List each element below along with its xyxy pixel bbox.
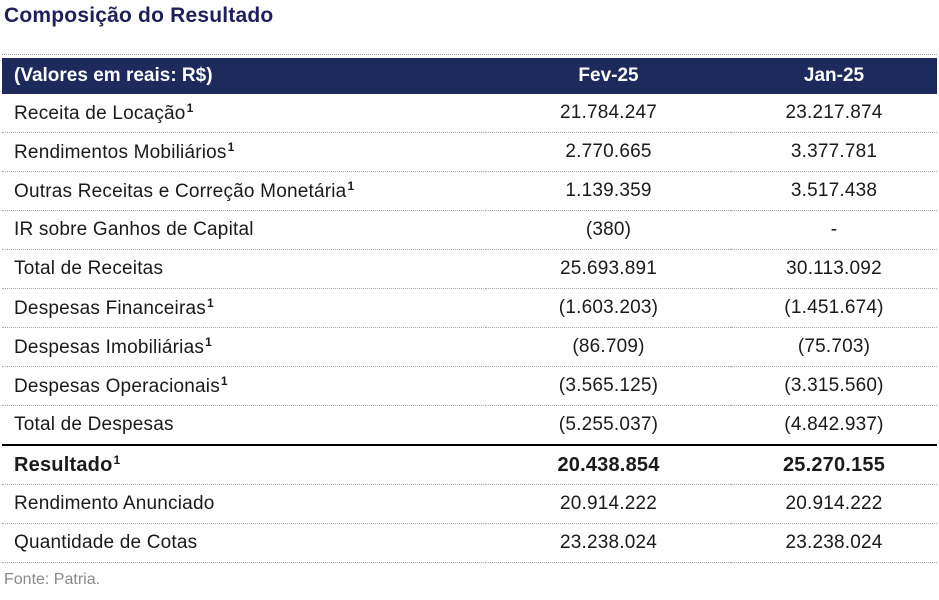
row-despesas-imobiliarias: Despesas Imobiliárias1 (86.709) (75.703) [2,327,937,367]
row-label-text: Rendimento Anunciado [14,493,215,514]
row-label: Rendimento Anunciado [2,484,486,524]
row-label: Total de Despesas [2,405,486,446]
value-fev: (86.709) [486,327,731,367]
footnote-marker: 1 [220,374,228,388]
value-jan: 30.113.092 [731,249,937,289]
title-divider [2,54,937,55]
row-label-text: Total de Receitas [14,258,164,279]
footnote-marker: 1 [113,453,121,467]
row-label-text: Despesas Operacionais [14,376,220,397]
value-jan: (1.451.674) [731,288,937,328]
row-label: Rendimentos Mobiliários1 [2,132,486,172]
value-fev: (380) [486,210,731,250]
row-receita-de-locacao: Receita de Locação1 21.784.247 23.217.87… [2,94,937,133]
row-despesas-financeiras: Despesas Financeiras1 (1.603.203) (1.451… [2,288,937,328]
footnote-marker: 1 [347,179,355,193]
footnote-marker: 1 [186,101,194,115]
value-fev: (3.565.125) [486,366,731,406]
value-jan: 3.377.781 [731,132,937,172]
row-total-de-despesas: Total de Despesas (5.255.037) (4.842.937… [2,405,937,446]
row-label-text: IR sobre Ganhos de Capital [14,219,254,240]
row-rendimento-anunciado: Rendimento Anunciado 20.914.222 20.914.2… [2,484,937,524]
value-jan: (4.842.937) [731,405,937,446]
footnote-marker: 1 [227,140,235,154]
value-fev: 23.238.024 [486,523,731,563]
results-table: (Valores em reais: R$) Fev-25 Jan-25 Rec… [2,58,937,563]
row-label-text: Outras Receitas e Correção Monetária [14,181,347,202]
row-label: Outras Receitas e Correção Monetária1 [2,171,486,211]
value-jan: 23.217.874 [731,94,937,133]
footnote-marker: 1 [206,296,214,310]
table-header-row: (Valores em reais: R$) Fev-25 Jan-25 [2,58,937,94]
row-label-text: Resultado [14,454,113,476]
value-fev: 1.139.359 [486,171,731,211]
value-jan: (3.315.560) [731,366,937,406]
value-jan: (75.703) [731,327,937,367]
value-jan: 23.238.024 [731,523,937,563]
value-fev: 2.770.665 [486,132,731,172]
value-fev: (5.255.037) [486,405,731,446]
row-outras-receitas: Outras Receitas e Correção Monetária1 1.… [2,171,937,211]
value-jan: - [731,210,937,250]
row-label: IR sobre Ganhos de Capital [2,210,486,250]
row-resultado: Resultado1 20.438.854 25.270.155 [2,444,937,485]
value-fev: 20.914.222 [486,484,731,524]
row-rendimentos-mobiliarios: Rendimentos Mobiliários1 2.770.665 3.377… [2,132,937,172]
value-jan: 20.914.222 [731,484,937,524]
row-despesas-operacionais: Despesas Operacionais1 (3.565.125) (3.31… [2,366,937,406]
header-fev-25: Fev-25 [578,65,639,86]
row-ir-ganhos-capital: IR sobre Ganhos de Capital (380) - [2,210,937,250]
value-jan: 25.270.155 [731,444,937,485]
row-label-text: Total de Despesas [14,414,174,435]
row-label-text: Despesas Imobiliárias [14,337,205,358]
row-label: Despesas Financeiras1 [2,288,486,328]
row-label: Total de Receitas [2,249,486,289]
row-total-de-receitas: Total de Receitas 25.693.891 30.113.092 [2,249,937,289]
value-fev: 25.693.891 [486,249,731,289]
value-fev: 20.438.854 [486,444,731,485]
row-label-text: Quantidade de Cotas [14,532,198,553]
row-quantidade-de-cotas: Quantidade de Cotas 23.238.024 23.238.02… [2,523,937,563]
row-label-text: Rendimentos Mobiliários [14,142,227,163]
row-label-text: Receita de Locação [14,103,186,124]
value-fev: (1.603.203) [486,288,731,328]
header-jan-25: Jan-25 [803,65,865,86]
row-label: Quantidade de Cotas [2,523,486,563]
row-label: Despesas Imobiliárias1 [2,327,486,367]
row-label-text: Despesas Financeiras [14,298,206,319]
footnote-marker: 1 [205,335,212,349]
value-fev: 21.784.247 [486,94,731,133]
header-units-label: (Valores em reais: R$) [14,65,213,86]
row-label: Despesas Operacionais1 [2,366,486,406]
value-jan: 3.517.438 [731,171,937,211]
row-label: Receita de Locação1 [2,94,486,133]
page-title: Composição do Resultado [4,4,274,27]
source-note: Fonte: Patria. [4,571,101,588]
row-label: Resultado1 [2,444,486,485]
